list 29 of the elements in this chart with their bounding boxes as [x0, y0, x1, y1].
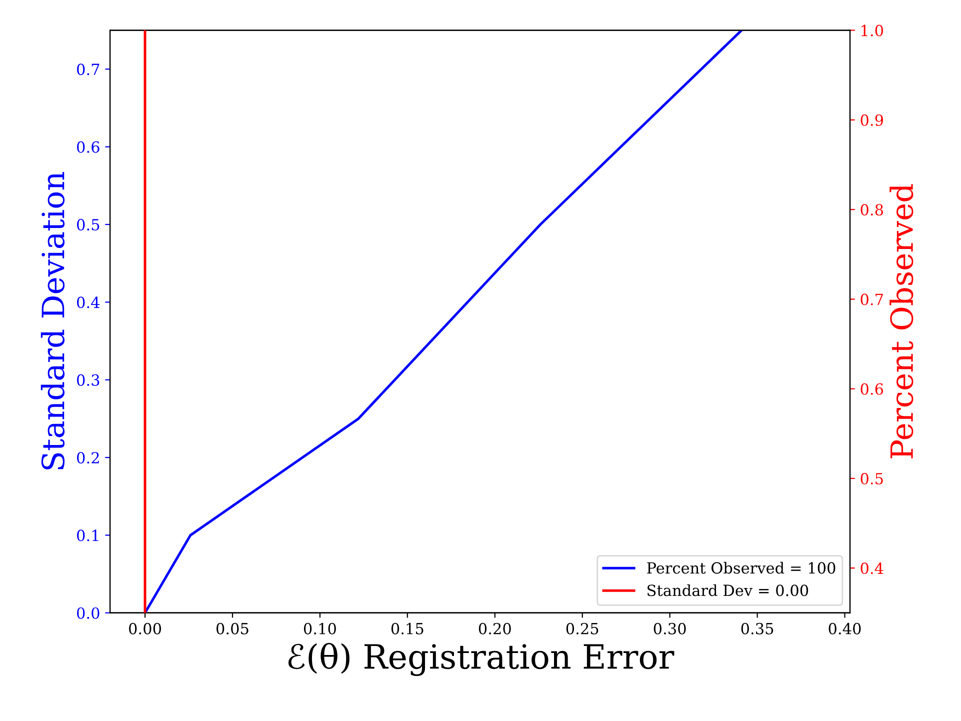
y-tick-label: 0.6 — [77, 141, 100, 153]
x-tick-label: 0.05 — [216, 622, 248, 634]
y-tick-label: 0.1 — [77, 530, 98, 542]
y2-tick-label: 1.0 — [862, 24, 884, 36]
y-tick-label: 0.4 — [77, 296, 100, 308]
y-tick-label: 0.5 — [77, 218, 100, 230]
y2-tick-label: 0.5 — [860, 472, 883, 484]
y-tick-label: 0.2 — [77, 452, 99, 464]
x-tick-label: 0.15 — [391, 622, 424, 634]
y2-tick-label: 0.9 — [860, 114, 883, 126]
y-axis-title: Standard Deviation — [40, 172, 65, 470]
x-tick-label: 0.20 — [478, 622, 511, 634]
y-tick-label: 0.7 — [77, 64, 100, 76]
y2-axis-title: Percent Observed — [890, 184, 914, 458]
legend-label: Standard Dev = 0.00 — [648, 584, 808, 596]
x-tick-label: 0.00 — [129, 622, 162, 634]
x-axis-title: ℰ(θ) Registration Error — [288, 642, 674, 676]
x-tick-label: 0.40 — [828, 622, 861, 634]
y2-tick-label: 0.4 — [860, 562, 884, 574]
y2-tick-label: 0.6 — [860, 383, 884, 395]
x-tick-label: 0.25 — [566, 622, 598, 634]
legend-label: Percent Observed = 100 — [647, 562, 836, 574]
y2-tick-label: 0.7 — [860, 294, 883, 306]
y2-tick-label: 0.8 — [860, 204, 883, 216]
x-tick-label: 0.30 — [654, 622, 686, 634]
x-tick-label: 0.35 — [741, 622, 774, 634]
y-tick-label: 0.0 — [77, 607, 100, 619]
x-tick-label: 0.10 — [304, 622, 336, 634]
y-tick-label: 0.3 — [77, 374, 100, 386]
